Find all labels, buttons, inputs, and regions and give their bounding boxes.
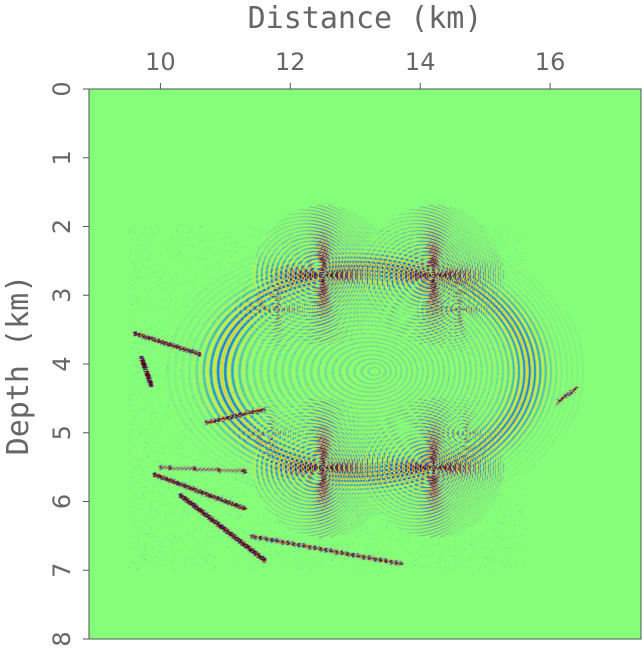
y-tick-label: 6 (48, 494, 76, 509)
y-axis-title: Depth (km) (1, 275, 36, 456)
x-tick-label: 12 (275, 48, 306, 76)
y-tick-label: 4 (48, 356, 76, 371)
y-tick-label: 8 (48, 631, 76, 646)
y-tick-label: 0 (48, 81, 76, 96)
x-tick-label: 16 (535, 48, 566, 76)
y-tick-label: 7 (48, 563, 76, 578)
x-tick-label: 14 (405, 48, 436, 76)
x-axis-title: Distance (km) (248, 1, 483, 36)
y-axis-ticks: 0 1 2 3 4 5 6 7 8 (48, 81, 89, 647)
y-tick-label: 3 (48, 288, 76, 303)
y-tick-label: 5 (48, 425, 76, 440)
x-axis-ticks: 10 12 14 16 (145, 48, 565, 89)
y-tick-label: 1 (48, 150, 76, 165)
wavefield-image (89, 89, 641, 639)
y-tick-label: 2 (48, 219, 76, 234)
plot-border (88, 88, 642, 640)
x-tick-label: 10 (145, 48, 176, 76)
